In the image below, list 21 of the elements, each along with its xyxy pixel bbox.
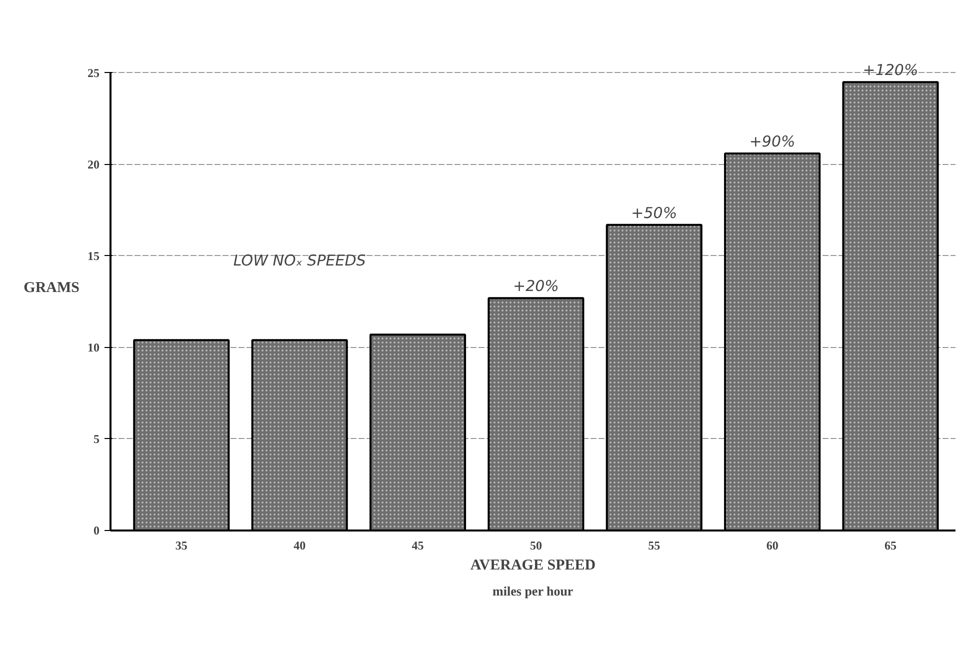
x-tick-label: 60	[766, 538, 778, 552]
y-axis-title: GRAMS	[24, 280, 80, 296]
annotation: +50%	[631, 204, 678, 222]
annotation: +20%	[513, 277, 559, 296]
y-tick-label: 10	[88, 340, 100, 354]
x-tick-label: 45	[412, 538, 424, 552]
x-axis-title: AVERAGE SPEED	[470, 558, 596, 574]
x-tick-label: 35	[175, 538, 188, 552]
annotation: LOW NOₓ SPEEDS	[233, 252, 366, 270]
x-tick-label: 40	[294, 538, 306, 552]
y-tick-label: 25	[88, 66, 100, 80]
annotation: +120%	[862, 61, 918, 80]
x-tick-label: 65	[884, 538, 896, 552]
y-tick-label: 5	[94, 432, 100, 446]
y-tick-label: 15	[88, 248, 100, 263]
y-tick-label: 20	[88, 157, 100, 172]
x-tick-label: 55	[648, 538, 660, 552]
text: miles per hour	[492, 584, 574, 598]
y-tick-label: 0	[94, 524, 100, 538]
x-tick-label: 50	[530, 538, 542, 552]
annotation: +90%	[749, 132, 796, 150]
